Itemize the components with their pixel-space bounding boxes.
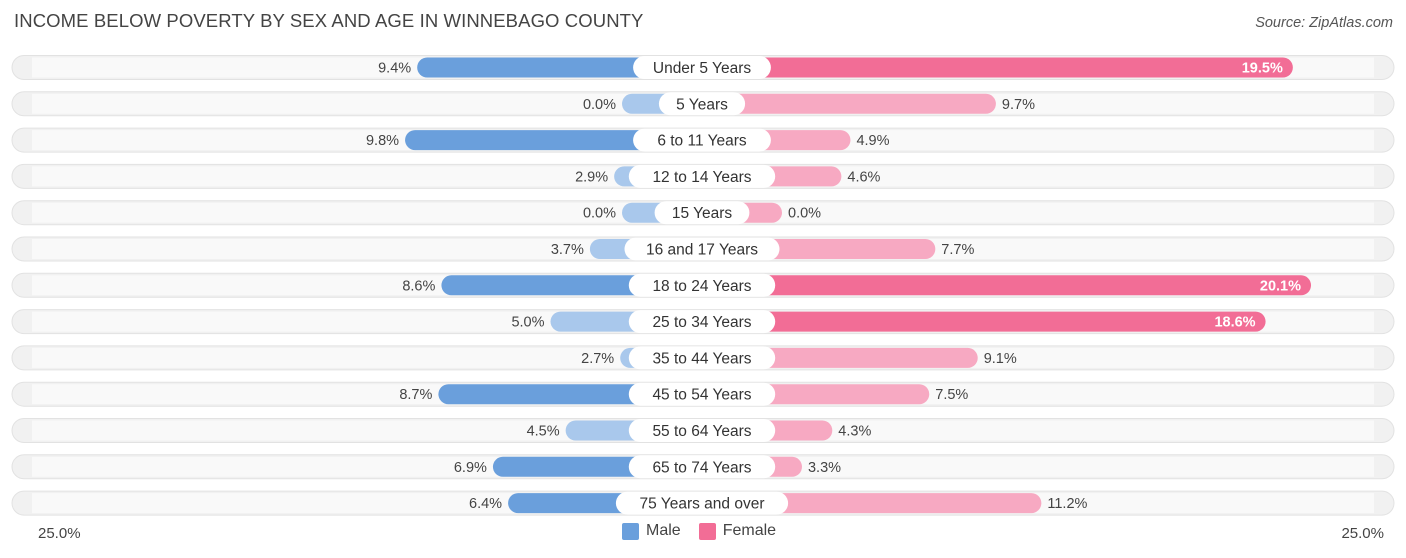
male-value-55-to-64-years: 4.5% (527, 424, 560, 440)
female-value-15-years: 0.0% (788, 206, 821, 222)
category-label-15-years: 15 Years (672, 205, 733, 222)
axis-right-label: 25.0% (1341, 525, 1384, 542)
female-bar-5-years[interactable] (702, 93, 996, 114)
category-label-65-to-74-years: 65 to 74 Years (652, 459, 751, 476)
category-label-55-to-64-years: 55 to 64 Years (652, 423, 751, 440)
category-label-75-years-and-over: 75 Years and over (640, 496, 765, 513)
category-pill-35-to-44-years (628, 346, 776, 370)
female-bar-under-5-years[interactable] (702, 57, 1293, 78)
legend-item-male[interactable]: Male (622, 522, 681, 540)
female-value-18-to-24-years: 20.1% (1260, 278, 1301, 294)
male-value-75-years-and-over: 6.4% (469, 496, 502, 512)
female-value-12-to-14-years: 4.6% (847, 169, 880, 185)
category-label-25-to-34-years: 25 to 34 Years (652, 314, 751, 331)
female-value-6-to-11-years: 4.9% (856, 133, 889, 149)
category-label-5-years: 5 Years (676, 96, 728, 113)
male-value-65-to-74-years: 6.9% (454, 460, 487, 476)
chart-area: 9.4% 19.5% Under 5 Years 0.0% 9.7% 5 Years 9.8… (11, 55, 1395, 516)
category-pill-25-to-34-years (628, 310, 776, 334)
male-value-15-years: 0.0% (583, 206, 616, 222)
category-pill-75-years-and-over (615, 491, 789, 515)
female-value-75-years-and-over: 11.2% (1047, 496, 1087, 512)
male-bar-under-5-years[interactable] (417, 57, 702, 78)
female-value-55-to-64-years: 4.3% (838, 424, 871, 440)
legend-swatch-female (698, 522, 716, 540)
category-pill-18-to-24-years (628, 273, 776, 297)
male-value-25-to-34-years: 5.0% (511, 315, 544, 331)
female-value-under-5-years: 19.5% (1242, 61, 1283, 77)
female-value-65-to-74-years: 3.3% (808, 460, 841, 476)
category-pill-55-to-64-years (628, 419, 776, 442)
category-pill-under-5-years (633, 56, 771, 79)
male-value-16-and-17-years: 3.7% (551, 242, 584, 258)
category-pill-12-to-14-years (628, 164, 776, 188)
female-value-5-years: 9.7% (1002, 97, 1035, 113)
category-pill-6-to-11-years (633, 128, 771, 152)
category-label-45-to-54-years: 45 to 54 Years (652, 387, 751, 404)
category-pill-45-to-54-years (628, 382, 776, 406)
legend-label-female: Female (722, 522, 777, 539)
source-label: Source: ZipAtlas.com (1255, 15, 1393, 31)
category-label-35-to-44-years: 35 to 44 Years (652, 350, 751, 367)
male-value-6-to-11-years: 9.8% (366, 133, 399, 149)
female-bar-25-to-34-years[interactable] (702, 311, 1266, 332)
category-pill-5-years (658, 92, 746, 116)
female-value-45-to-54-years: 7.5% (935, 387, 968, 403)
female-bar-18-to-24-years[interactable] (702, 275, 1312, 296)
axis-left-label: 25.0% (38, 525, 81, 542)
male-value-35-to-44-years: 2.7% (581, 351, 614, 367)
chart-title: INCOME BELOW POVERTY BY SEX AND AGE IN W… (14, 10, 644, 31)
category-label-18-to-24-years: 18 to 24 Years (652, 278, 751, 295)
category-label-6-to-11-years: 6 to 11 Years (657, 133, 747, 150)
legend: Male Female (622, 522, 794, 540)
male-value-under-5-years: 9.4% (378, 61, 411, 77)
legend-item-female[interactable]: Female (698, 522, 777, 540)
male-bar-6-to-11-years[interactable] (405, 130, 702, 151)
category-pill-15-years (654, 201, 750, 225)
category-label-16-and-17-years: 16 and 17 Years (646, 242, 758, 259)
category-pill-65-to-74-years (628, 455, 776, 479)
category-label-12-to-14-years: 12 to 14 Years (652, 169, 751, 186)
male-value-12-to-14-years: 2.9% (575, 169, 608, 185)
category-pill-16-and-17-years (624, 237, 780, 261)
female-value-35-to-44-years: 9.1% (984, 351, 1017, 367)
legend-swatch-male (622, 522, 639, 540)
female-value-25-to-34-years: 18.6% (1214, 315, 1255, 331)
legend-label-male: Male (646, 522, 681, 539)
male-value-18-to-24-years: 8.6% (402, 278, 435, 294)
male-value-5-years: 0.0% (583, 97, 616, 113)
category-label-under-5-years: Under 5 Years (653, 60, 751, 77)
female-value-16-and-17-years: 7.7% (941, 242, 974, 258)
male-value-45-to-54-years: 8.7% (399, 387, 432, 403)
